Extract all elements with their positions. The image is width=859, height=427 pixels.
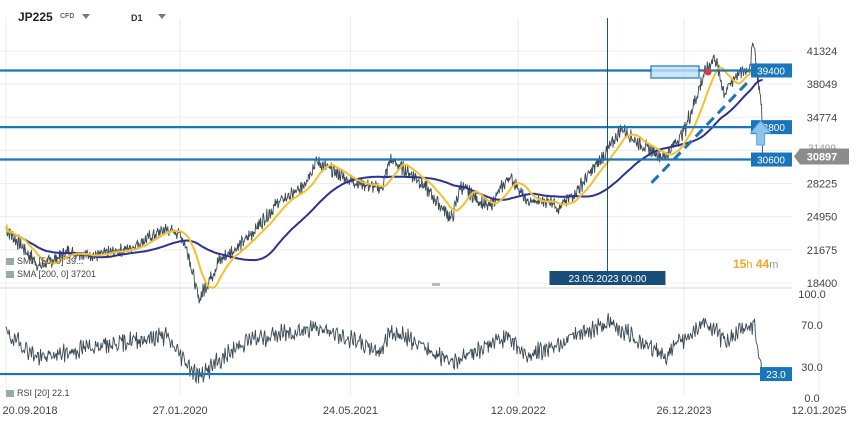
time-tick-label: 24.05.2021 <box>323 405 378 417</box>
annotations: 23.05.2023 00:00 <box>549 18 772 285</box>
sma50-line <box>5 63 764 289</box>
price-tick-label: 21675 <box>807 245 838 257</box>
rsi-line <box>5 312 764 385</box>
rsi-tick-label: 100.0 <box>798 289 826 301</box>
time-tick-label: 26.12.2023 <box>656 405 711 417</box>
time-tick-label: 20.09.2018 <box>2 405 57 417</box>
instrument-type-label: CFD <box>60 13 75 20</box>
signal-dot <box>704 68 712 76</box>
rsi-level-label: 23.0 <box>766 370 786 381</box>
candle-countdown: 15h 44m <box>733 257 779 271</box>
price-tick-label: 41324 <box>807 46 838 58</box>
price-plot <box>5 42 764 304</box>
rsi-tick-label: 70.0 <box>801 320 822 332</box>
panel-separator <box>0 283 792 289</box>
price-tick-label: 28225 <box>807 179 838 191</box>
time-tick-label: 12.09.2022 <box>491 405 546 417</box>
symbol-label[interactable]: JP225 <box>18 10 53 24</box>
level-tag-label: 30600 <box>757 156 785 167</box>
price-tick-label: 18400 <box>807 278 838 290</box>
level-tag <box>751 63 792 78</box>
legend-sma200[interactable]: SMA [200, 0] 37201 <box>6 269 96 279</box>
last-price-tag <box>794 148 849 165</box>
price-axis: 4132438049347742822524950216751840031499… <box>794 46 849 290</box>
crosshair-date-box <box>549 271 666 285</box>
last-price-label: 30897 <box>807 152 838 164</box>
sma200-line <box>5 79 763 262</box>
resize-handle <box>432 283 440 286</box>
time-tick-label: 12.01.2025 <box>791 405 846 417</box>
time-axis: 20.09.2018 27.01.2020 24.05.2021 12.09.2022… <box>2 405 846 417</box>
level-tag-label: 39400 <box>757 66 785 77</box>
eye-icon[interactable] <box>6 390 14 398</box>
legend-rsi[interactable]: RSI [20] 22.1 <box>6 388 70 398</box>
symbol-chevron-down-icon[interactable] <box>82 14 90 19</box>
level-tag <box>751 152 792 167</box>
horizontal-levels[interactable]: 39400 33800 30600 <box>0 63 792 167</box>
up-arrow-icon <box>749 120 772 146</box>
rsi-tick-label: 30.0 <box>801 362 822 374</box>
price-tick-label: 34774 <box>807 112 838 124</box>
crosshair-date-label: 23.05.2023 00:00 <box>569 274 647 285</box>
price-series-line <box>5 42 764 304</box>
time-tick-label: 27.01.2020 <box>153 405 208 417</box>
eye-icon[interactable] <box>6 258 14 266</box>
price-tick-label: 38049 <box>807 79 838 91</box>
rsi-tick-label: 0.0 <box>804 393 819 405</box>
grid <box>0 18 820 396</box>
level-tag-label: 33800 <box>757 123 785 134</box>
trend-dashed-arrow <box>650 79 751 184</box>
resistance-zone-box <box>650 65 700 79</box>
timeframe-label[interactable]: D1 <box>131 13 143 23</box>
timeframe-chevron-down-icon[interactable] <box>158 14 166 19</box>
legend-sma50[interactable]: SMA [50, 0] 39... <box>6 256 84 266</box>
rsi-panel: 100.0 70.0 30.0 0.0 23.0 <box>0 289 826 405</box>
eye-icon[interactable] <box>6 271 14 279</box>
rsi-level-tag <box>760 367 792 382</box>
price-tick-label: 24950 <box>807 212 838 224</box>
